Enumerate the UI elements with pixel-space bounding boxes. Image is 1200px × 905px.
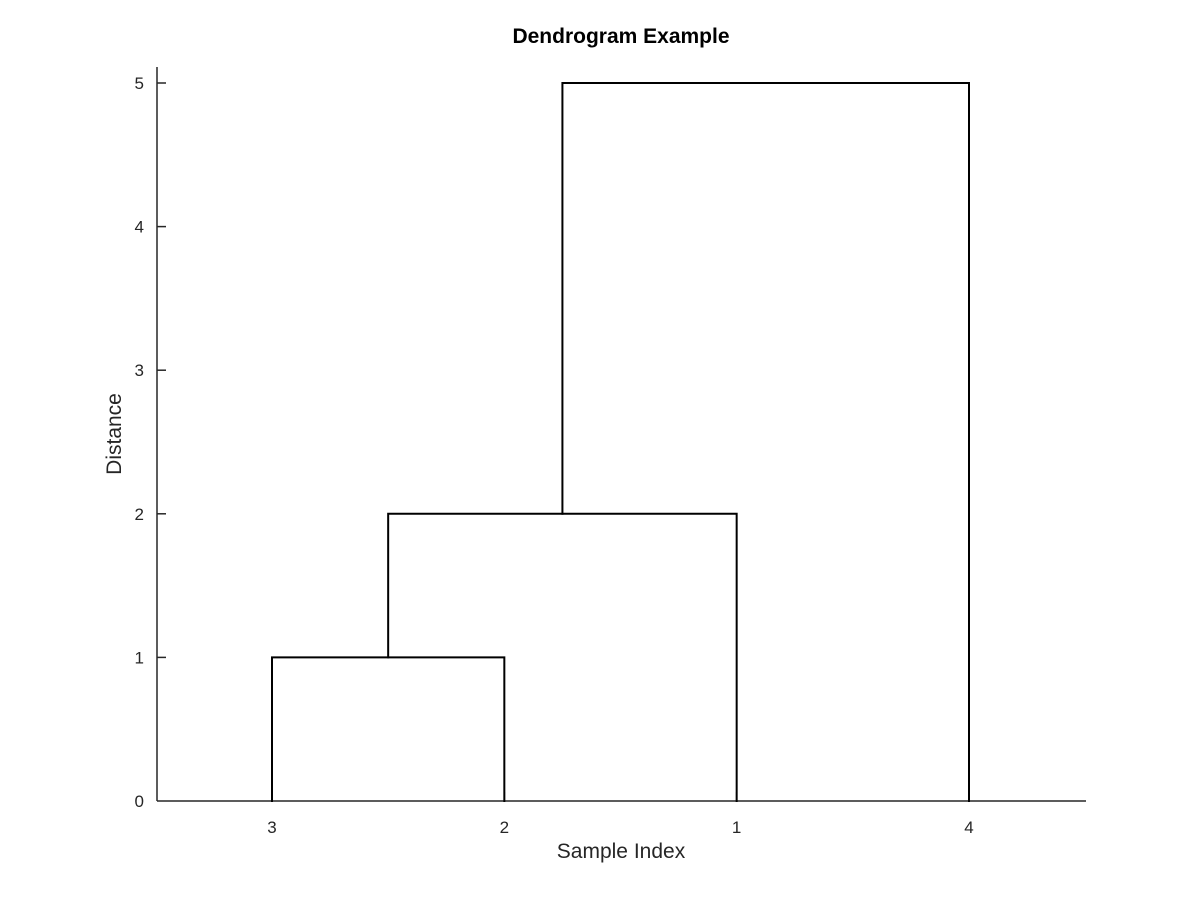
y-axis-label: Distance: [103, 393, 126, 475]
x-tick-label: 2: [500, 818, 509, 837]
y-tick-label: 1: [135, 648, 144, 667]
x-tick-label: 4: [964, 818, 973, 837]
chart-title: Dendrogram Example: [512, 25, 729, 48]
y-tick-label: 2: [135, 505, 144, 524]
x-tick-label: 3: [267, 818, 276, 837]
axes: 0 1 2 3 4 5 3 2 1 4: [135, 67, 1086, 837]
y-tick-label: 3: [135, 361, 144, 380]
y-tick-label: 4: [135, 218, 144, 237]
dendrogram-link-3: [561, 82, 970, 802]
dendrogram-link-1: [271, 656, 506, 802]
dendrogram-links: [271, 82, 970, 802]
y-tick-label: 5: [135, 74, 144, 93]
x-axis-label: Sample Index: [557, 840, 686, 863]
y-tick-label: 0: [135, 792, 144, 811]
x-tick-label: 1: [732, 818, 741, 837]
